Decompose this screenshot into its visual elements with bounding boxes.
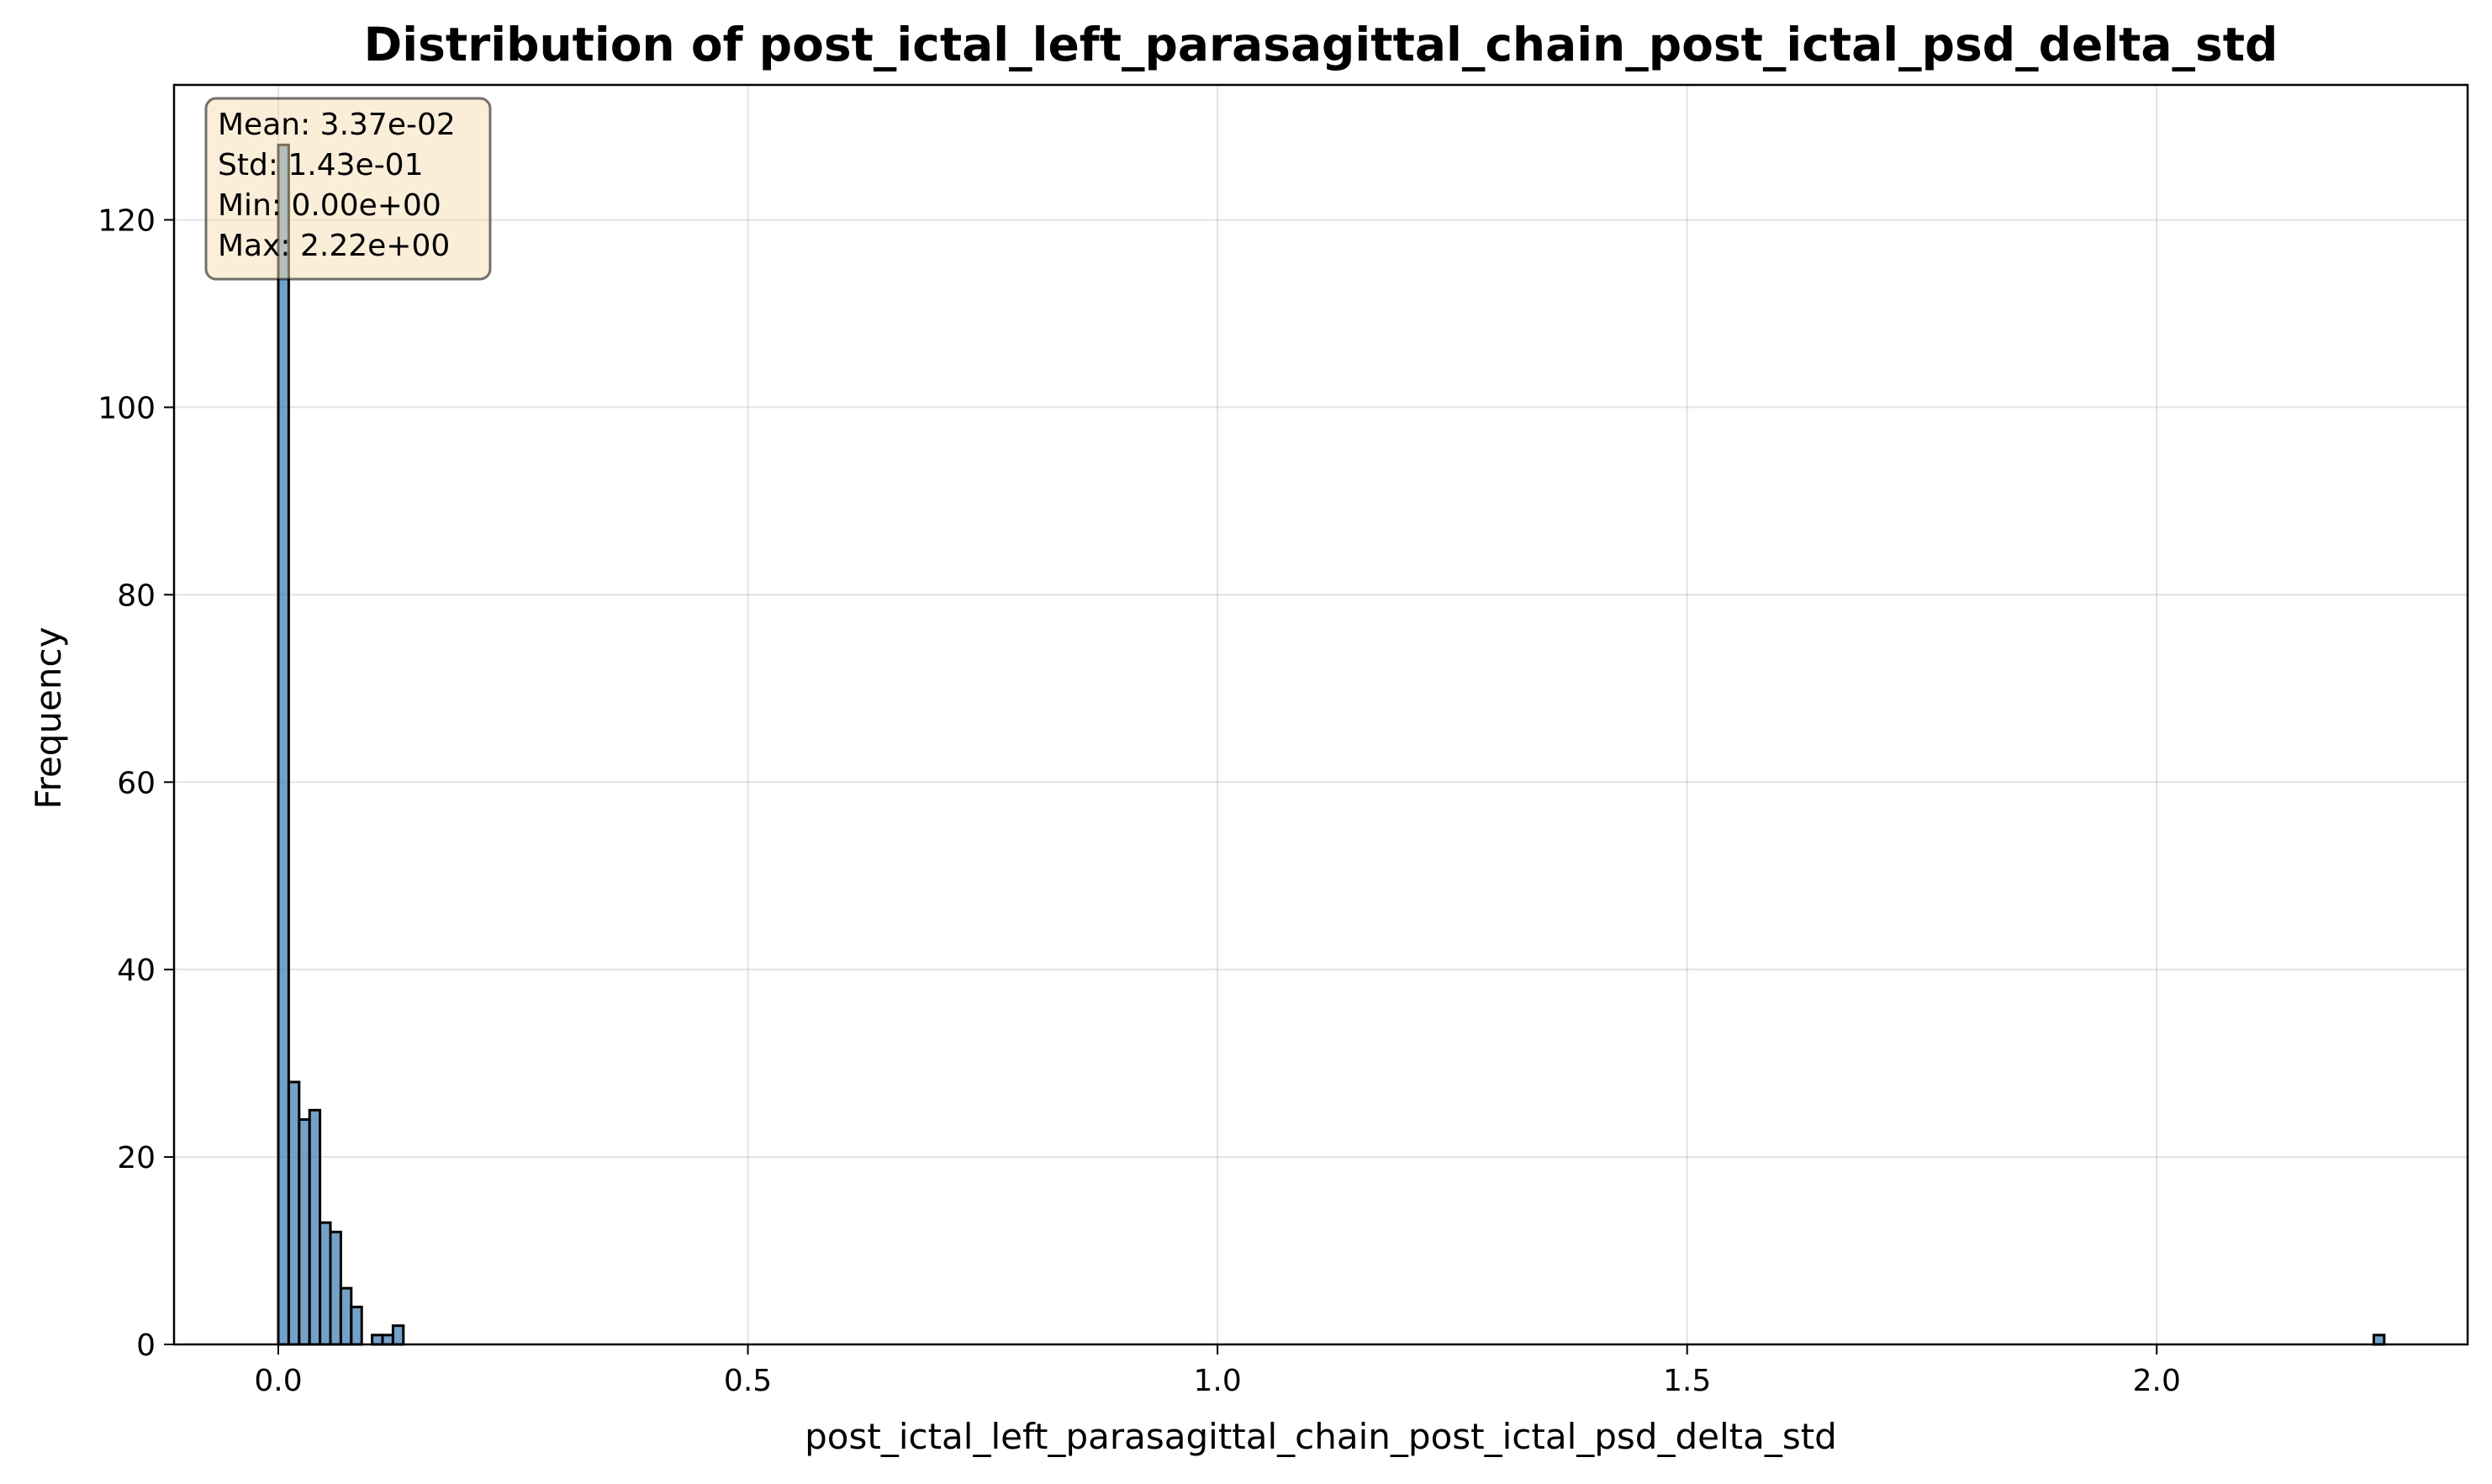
histogram-bar bbox=[350, 1305, 363, 1346]
y-tick-label: 60 bbox=[117, 766, 156, 800]
x-tick-label: 1.0 bbox=[1193, 1364, 1241, 1398]
stat-mean: Mean: 3.37e-02 bbox=[218, 108, 456, 142]
y-tick-label: 20 bbox=[117, 1141, 156, 1175]
stat-max: Max: 2.22e+00 bbox=[218, 229, 450, 263]
chart-title: Distribution of post_ictal_left_parasagi… bbox=[364, 18, 2278, 71]
plot-area-frame bbox=[172, 83, 2469, 1346]
x-tick-label: 0.0 bbox=[254, 1364, 302, 1398]
histogram-bar bbox=[277, 143, 290, 1346]
grid-lines bbox=[174, 85, 2468, 1345]
histogram-bar bbox=[319, 1221, 332, 1346]
histogram-bar bbox=[391, 1324, 405, 1346]
histogram-bar bbox=[2372, 1333, 2386, 1346]
x-tick-label: 2.0 bbox=[2133, 1364, 2181, 1398]
stat-min: Min: 0.00e+00 bbox=[218, 188, 441, 223]
histogram-bar bbox=[308, 1108, 322, 1346]
histogram-bar bbox=[339, 1286, 353, 1346]
y-tick-label: 100 bbox=[98, 391, 156, 425]
histogram-bar bbox=[371, 1333, 384, 1346]
y-axis-ticks: 0 20 40 60 80 100 120 bbox=[98, 204, 174, 1363]
x-axis-label: post_ictal_left_parasagittal_chain_post_… bbox=[805, 1416, 1837, 1457]
y-axis-label: Frequency bbox=[28, 627, 69, 810]
stat-std: Std: 1.43e-01 bbox=[218, 148, 424, 182]
x-tick-label: 0.5 bbox=[724, 1364, 772, 1398]
y-tick-label: 80 bbox=[117, 578, 156, 613]
stats-box-background bbox=[204, 97, 492, 281]
y-tick-label: 120 bbox=[98, 204, 156, 239]
stats-box: Mean: 3.37e-02 Std: 1.43e-01 Min: 0.00e+… bbox=[204, 97, 492, 281]
y-tick-label: 40 bbox=[117, 953, 156, 988]
y-tick-label: 0 bbox=[136, 1328, 156, 1363]
x-tick-label: 1.5 bbox=[1663, 1364, 1711, 1398]
x-axis-ticks: 0.0 0.5 1.0 1.5 2.0 bbox=[254, 1344, 2181, 1398]
histogram-bar bbox=[287, 1080, 301, 1346]
histogram-bar bbox=[381, 1333, 394, 1346]
histogram-bar bbox=[298, 1118, 311, 1346]
histogram-bar bbox=[329, 1230, 342, 1346]
